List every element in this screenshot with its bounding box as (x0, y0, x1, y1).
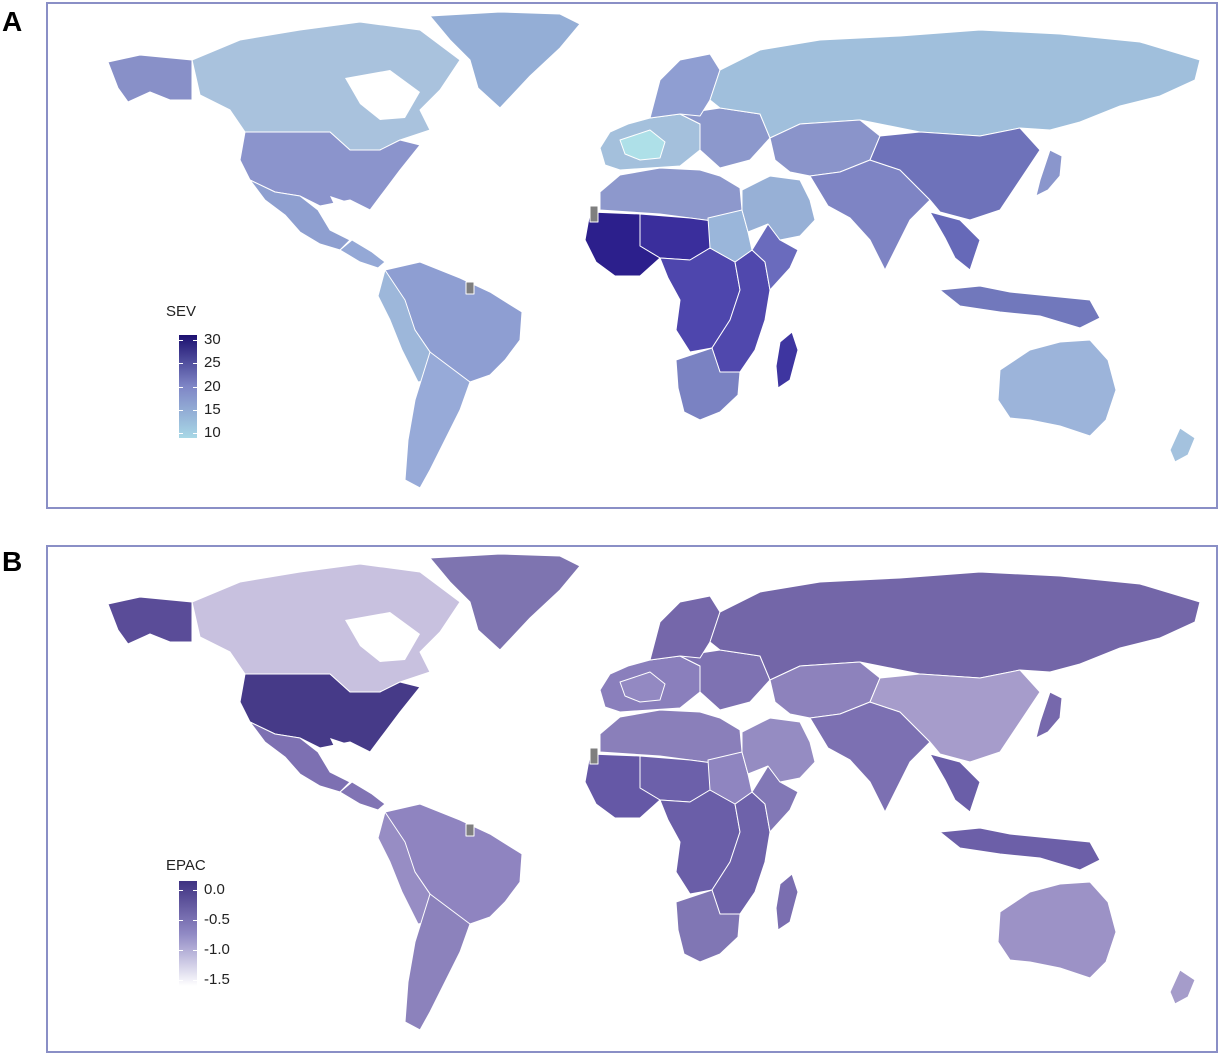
region-middle-east (741, 175, 816, 241)
region-alaska (107, 596, 193, 645)
legend-tick-mark (179, 433, 183, 435)
legend-tick-mark (179, 950, 183, 951)
region-south-america-south (404, 893, 471, 1031)
legend-tick-label: 10 (204, 424, 221, 442)
water-body (330, 738, 375, 770)
region-missing (465, 747, 599, 837)
legend-tick-mark (193, 980, 197, 981)
water-body (330, 196, 375, 228)
map-panel-a (107, 11, 1201, 489)
legend-tick-label: 20 (204, 377, 221, 395)
region-greenland (429, 553, 581, 651)
legend-tick-mark (193, 363, 197, 365)
legend-sev: SEV 30 25 20 15 10 (166, 303, 286, 443)
legend-title-epac: EPAC (166, 857, 206, 874)
region-central-america (339, 781, 386, 811)
region-china (869, 669, 1041, 763)
legend-tick-mark (179, 339, 183, 341)
region-greenland (429, 11, 581, 109)
region-australia (997, 339, 1117, 437)
legend-tick-mark (193, 890, 197, 891)
region-indonesia (939, 285, 1101, 329)
region-new-zealand (1169, 427, 1196, 463)
region-south-asia (809, 701, 931, 813)
legend-colorbar-epac (179, 881, 197, 986)
legend-tick-mark (179, 409, 183, 411)
region-missing (465, 205, 599, 295)
region-southeast-asia (929, 211, 981, 271)
map-panel-b (107, 553, 1201, 1031)
region-new-zealand (1169, 969, 1196, 1005)
region-europe-west (619, 671, 666, 703)
water-body (345, 70, 420, 120)
legend-tick-label: -1.0 (204, 941, 230, 958)
region-mexico (249, 179, 351, 251)
region-madagascar (775, 331, 799, 389)
region-west-africa (584, 211, 661, 277)
region-north-america (191, 563, 461, 693)
region-south-america-south (404, 351, 471, 489)
region-mexico (249, 721, 351, 793)
region-southern-africa (675, 889, 741, 963)
legend-tick-label: 30 (204, 330, 221, 348)
legend-tick-label: 15 (204, 400, 221, 418)
panel-a-letter: A (2, 6, 23, 37)
region-southern-africa (675, 347, 741, 421)
region-japan (1035, 691, 1063, 739)
legend-tick-mark (179, 890, 183, 891)
region-north-america (191, 21, 461, 151)
legend-tick-label: -0.5 (204, 911, 230, 928)
legend-colorbar-sev (179, 335, 197, 438)
region-central-america (339, 239, 386, 269)
panel-b-letter: B (2, 546, 23, 577)
water-body (345, 612, 420, 662)
region-middle-east (741, 717, 816, 783)
region-japan (1035, 149, 1063, 197)
legend-tick-mark (179, 386, 183, 388)
region-alaska (107, 54, 193, 103)
region-russia (709, 571, 1201, 681)
legend-tick-mark (193, 433, 197, 435)
legend-tick-mark (193, 386, 197, 388)
region-madagascar (775, 873, 799, 931)
legend-tick-mark (193, 920, 197, 921)
region-australia (997, 881, 1117, 979)
legend-title-sev: SEV (166, 303, 197, 320)
region-scandinavia (649, 595, 721, 661)
region-indonesia (939, 827, 1101, 871)
legend-tick-mark (179, 920, 183, 921)
legend-tick-label: 0.0 (204, 881, 225, 898)
legend-tick-label: 25 (204, 354, 221, 372)
legend-epac: EPAC 0.0 -0.5 -1.0 -1.5 (166, 857, 286, 997)
legend-tick-mark (193, 950, 197, 951)
region-china (869, 127, 1041, 221)
region-west-africa (584, 753, 661, 819)
legend-tick-mark (193, 339, 197, 341)
region-southeast-asia (929, 753, 981, 813)
region-russia (709, 29, 1201, 139)
region-scandinavia (649, 53, 721, 119)
legend-tick-mark (193, 409, 197, 411)
legend-tick-mark (179, 980, 183, 981)
legend-tick-label: -1.5 (204, 971, 230, 988)
legend-tick-mark (179, 363, 183, 365)
region-europe-west (619, 129, 666, 161)
region-south-asia (809, 159, 931, 271)
